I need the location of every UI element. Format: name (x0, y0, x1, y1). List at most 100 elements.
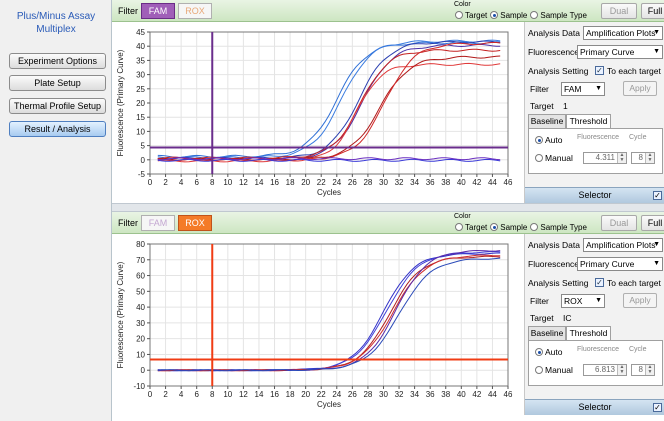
chevron-down-icon: ▼ (653, 48, 660, 55)
color-sample-label: Sample (500, 10, 528, 20)
x-tick-label: 28 (363, 390, 372, 399)
app-title-line1: Plus/Minus Assay (16, 11, 96, 22)
threshold-cycle-input[interactable]: 8 ▲ ▼ (631, 364, 655, 376)
x-tick-label: 20 (301, 178, 310, 187)
series-line (157, 254, 501, 372)
selector-bar[interactable]: Selector ✓ (525, 187, 664, 203)
analysis-data-value: Amplification Plots (586, 240, 656, 250)
experiment-options-button[interactable]: Experiment Options (9, 53, 106, 69)
dual-button[interactable]: Dual (601, 3, 637, 19)
y-tick-label: -10 (133, 382, 145, 391)
rox-threshold-tabs: Baseline Threshold Auto Fluorescence Cyc… (528, 326, 663, 386)
x-tick-label: 34 (410, 390, 419, 399)
target-value: IC (563, 313, 572, 323)
selector-bar[interactable]: Selector ✓ (525, 399, 664, 415)
threshold-fluorescence-input[interactable]: 6.813 ▲ ▼ (583, 364, 627, 376)
auto-label: Auto (545, 135, 563, 145)
full-button[interactable]: Full (641, 215, 664, 231)
apply-button[interactable]: Apply (623, 293, 657, 308)
dual-button[interactable]: Dual (601, 215, 637, 231)
apply-button[interactable]: Apply (623, 81, 657, 96)
fam-threshold-tabs: Baseline Threshold Auto Fluorescence Cyc… (528, 114, 663, 174)
filter-label: Filter (118, 218, 138, 228)
y-tick-label: 20 (136, 99, 145, 108)
color-target-radio[interactable] (455, 11, 463, 19)
auto-radio[interactable] (535, 136, 543, 144)
fluorescence-select[interactable]: Primary Curve ▼ (577, 45, 663, 59)
threshold-cycle-value: 8 (638, 365, 643, 374)
result-analysis-button[interactable]: Result / Analysis (9, 121, 106, 137)
color-sample-type-radio[interactable] (530, 11, 539, 19)
auto-label: Auto (545, 347, 563, 357)
color-sample-type-radio[interactable] (530, 223, 539, 231)
tab-baseline[interactable]: Baseline (528, 114, 566, 128)
fam-amplification-chart[interactable]: -5 0 5 10 15 20 25 30 35 40 45 0 2 4 6 8 10 12 14 16 18 20 22 2… (112, 22, 524, 203)
x-tick-label: 18 (286, 390, 295, 399)
threshold-fluorescence-value: 4.311 (595, 153, 615, 162)
to-each-target-checkbox[interactable]: ✓ (595, 278, 604, 287)
fam-analysis-panel: Analysis Data Amplification Plots ▼ Fluor… (524, 22, 664, 203)
full-button[interactable]: Full (641, 3, 664, 19)
x-tick-label: 16 (270, 178, 279, 187)
color-sample-radio[interactable] (490, 223, 499, 231)
selector-checkbox[interactable]: ✓ (653, 191, 662, 200)
x-axis-label: Cycles (317, 400, 341, 409)
spinner-icon[interactable]: ▲ ▼ (617, 153, 626, 163)
panel-divider[interactable] (112, 203, 664, 212)
filter-field-label: Filter (530, 296, 549, 306)
spinner-icon[interactable]: ▲ ▼ (645, 153, 654, 163)
rox-toolbar: Filter FAM ROX Color Target Sample Sampl… (112, 212, 664, 234)
plate-setup-button[interactable]: Plate Setup (9, 75, 106, 91)
y-tick-label: 15 (136, 113, 145, 122)
rox-filter-button[interactable]: ROX (178, 215, 212, 231)
analysis-data-select[interactable]: Amplification Plots ▼ (583, 26, 663, 40)
selector-label: Selector (578, 190, 612, 200)
selector-checkbox[interactable]: ✓ (653, 403, 662, 412)
fam-panel: Filter FAM ROX Color Target Sample Sampl… (112, 0, 664, 203)
analysis-data-label: Analysis Data (528, 28, 580, 38)
x-tick-label: 42 (472, 390, 481, 399)
tab-baseline[interactable]: Baseline (528, 326, 566, 340)
tab-threshold[interactable]: Threshold (566, 114, 611, 129)
filter-select[interactable]: ROX ▼ (561, 294, 605, 308)
fam-filter-button[interactable]: FAM (141, 3, 175, 19)
x-tick-label: 20 (301, 390, 310, 399)
thermal-profile-setup-button[interactable]: Thermal Profile Setup (9, 98, 106, 114)
fluorescence-head: Fluorescence (577, 134, 620, 141)
rox-amplification-chart[interactable]: -10 0 10 20 30 40 50 60 70 80 0 2 4 6 8 10 12 14 16 18 20 22 2… (112, 234, 524, 415)
rox-filter-button[interactable]: ROX (178, 3, 212, 19)
manual-label: Manual (545, 365, 573, 375)
x-tick-label: 18 (286, 178, 295, 187)
color-target-radio[interactable] (455, 223, 463, 231)
fam-filter-button[interactable]: FAM (141, 215, 175, 231)
spinner-icon[interactable]: ▲ ▼ (617, 365, 626, 375)
manual-radio[interactable] (535, 154, 543, 162)
to-each-target-checkbox[interactable]: ✓ (595, 66, 604, 75)
color-target-label: Target (465, 222, 488, 232)
tab-threshold[interactable]: Threshold (566, 326, 611, 341)
y-tick-label: 45 (136, 28, 145, 37)
y-tick-label: 30 (136, 71, 145, 80)
series-line (157, 39, 501, 160)
y-axis-label: Fluorescence (Primary Curve) (116, 49, 125, 156)
fluorescence-select[interactable]: Primary Curve ▼ (577, 257, 663, 271)
spinner-icon[interactable]: ▲ ▼ (645, 365, 654, 375)
x-tick-label: 14 (255, 178, 264, 187)
x-tick-label: 38 (441, 390, 450, 399)
x-tick-label: 2 (163, 390, 168, 399)
analysis-data-select[interactable]: Amplification Plots ▼ (583, 238, 663, 252)
color-sample-type-label: Sample Type (540, 222, 587, 232)
x-tick-label: 10 (223, 390, 232, 399)
fluorescence-label: Fluorescence (528, 47, 580, 57)
threshold-cycle-input[interactable]: 8 ▲ ▼ (631, 152, 655, 164)
series-line (157, 43, 501, 161)
threshold-fluorescence-input[interactable]: 4.311 ▲ ▼ (583, 152, 627, 164)
color-label: Color (454, 213, 471, 220)
y-tick-label: 5 (141, 142, 146, 151)
target-value: 1 (563, 101, 568, 111)
filter-select[interactable]: FAM ▼ (561, 82, 605, 96)
manual-radio[interactable] (535, 366, 543, 374)
color-sample-radio[interactable] (490, 11, 499, 19)
auto-radio[interactable] (535, 348, 543, 356)
x-tick-label: 44 (488, 178, 497, 187)
